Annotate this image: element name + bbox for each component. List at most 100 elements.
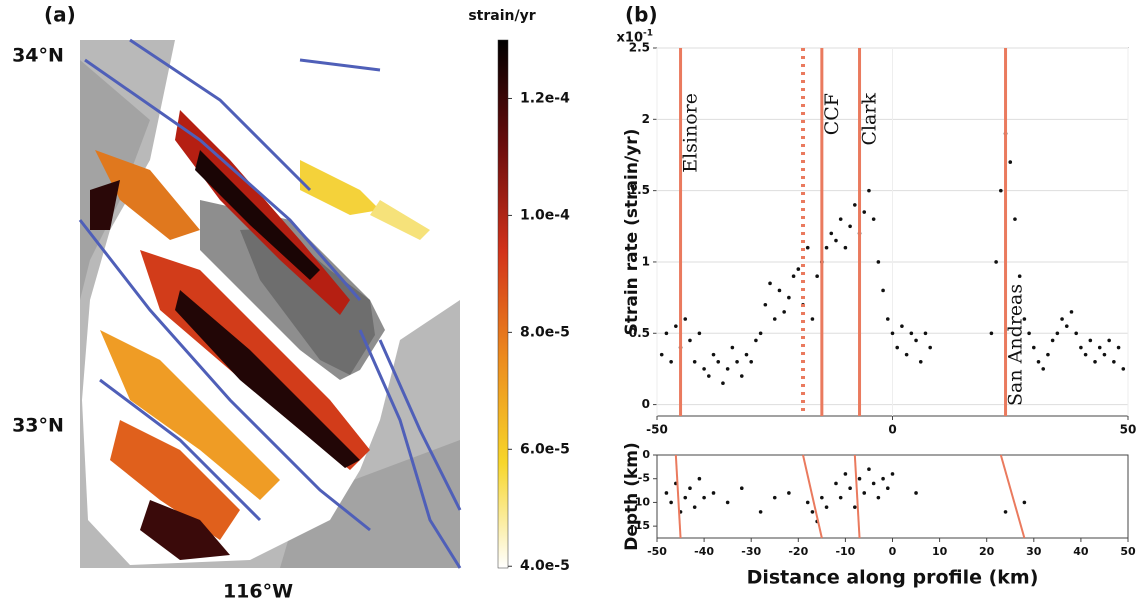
point: [1032, 345, 1036, 350]
point: [1079, 345, 1083, 350]
point: [881, 476, 885, 481]
point: [805, 500, 810, 505]
point: [1022, 317, 1027, 321]
lon-label: 116°W: [223, 581, 293, 603]
point: [904, 352, 909, 357]
point: [843, 245, 848, 250]
point: [787, 491, 791, 495]
point: [890, 472, 895, 476]
point: [909, 331, 914, 336]
point: [885, 317, 890, 321]
point: [871, 217, 876, 221]
point: [683, 495, 688, 500]
point: [1069, 310, 1074, 314]
point: [857, 476, 862, 481]
point: [867, 467, 871, 472]
colorbar-tick-label: 1.2e-4: [520, 90, 570, 106]
panel-label: (a): [44, 3, 76, 27]
point: [1060, 317, 1064, 321]
x-tick-label: 0: [888, 423, 896, 437]
point: [867, 188, 871, 193]
point: [1093, 359, 1097, 364]
point: [834, 481, 838, 486]
y-axis-label: Strain rate (strain/yr): [622, 129, 642, 336]
point: [744, 352, 749, 357]
point: [885, 486, 890, 491]
x-tick-label: -10: [835, 545, 855, 558]
point: [853, 505, 857, 509]
point: [843, 472, 848, 476]
colorbar-tick-label: 6.0e-5: [520, 441, 570, 457]
point: [768, 281, 772, 286]
point: [1102, 352, 1107, 357]
point: [659, 352, 664, 357]
lat-label: 33°N: [12, 415, 64, 437]
point: [824, 505, 829, 509]
point: [1064, 324, 1069, 328]
fault-label: Elsinore: [680, 93, 702, 173]
point: [914, 338, 918, 343]
point: [900, 324, 904, 328]
x-axis-label: Distance along profile (km): [747, 567, 1039, 589]
point: [862, 491, 867, 495]
point: [853, 203, 857, 207]
point: [881, 288, 885, 293]
point: [815, 274, 819, 279]
lat-label: 34°N: [12, 45, 64, 67]
point: [1112, 359, 1116, 364]
point: [683, 317, 688, 321]
point: [1107, 338, 1111, 343]
point: [725, 367, 730, 371]
point: [1055, 331, 1060, 336]
point: [824, 245, 829, 250]
point: [1041, 367, 1046, 371]
point: [1017, 274, 1022, 279]
fault-label: CCF: [821, 93, 843, 135]
point: [735, 359, 739, 364]
point: [664, 331, 669, 336]
point: [1116, 345, 1121, 350]
colorbar-tick-label: 8.0e-5: [520, 324, 570, 340]
point: [805, 245, 810, 250]
x-tick-label: 20: [979, 545, 995, 558]
point: [697, 331, 702, 336]
x-tick-label: 50: [1120, 545, 1136, 558]
panel-label: (b): [625, 3, 658, 27]
point: [692, 359, 697, 364]
fault-line: [999, 454, 1026, 539]
point: [1050, 338, 1055, 343]
point: [674, 324, 678, 328]
point: [914, 491, 918, 495]
point: [791, 274, 796, 279]
fault-line: [802, 454, 823, 539]
point: [1046, 352, 1050, 357]
colorbar-tick-label: 4.0e-5: [520, 558, 570, 574]
point: [895, 345, 900, 350]
point: [688, 338, 692, 343]
point: [796, 267, 801, 271]
x-tick-label: -30: [741, 545, 761, 558]
colorbar: [497, 39, 509, 569]
x-tick-label: 40: [1073, 545, 1089, 558]
point: [702, 495, 706, 500]
point: [739, 374, 744, 378]
point: [829, 231, 834, 236]
point: [782, 310, 786, 314]
fault-line: [674, 454, 682, 539]
point: [711, 352, 716, 357]
point: [669, 500, 673, 505]
map: [78, 38, 462, 569]
point: [716, 359, 721, 364]
point: [1008, 160, 1013, 164]
point: [754, 338, 758, 343]
point: [1027, 331, 1031, 336]
point: [688, 486, 692, 491]
point: [848, 486, 852, 491]
point: [749, 359, 753, 364]
point: [707, 374, 711, 378]
y-tick-label: 1.5: [629, 183, 650, 197]
point: [810, 510, 815, 514]
point: [848, 224, 852, 229]
point: [838, 217, 843, 221]
